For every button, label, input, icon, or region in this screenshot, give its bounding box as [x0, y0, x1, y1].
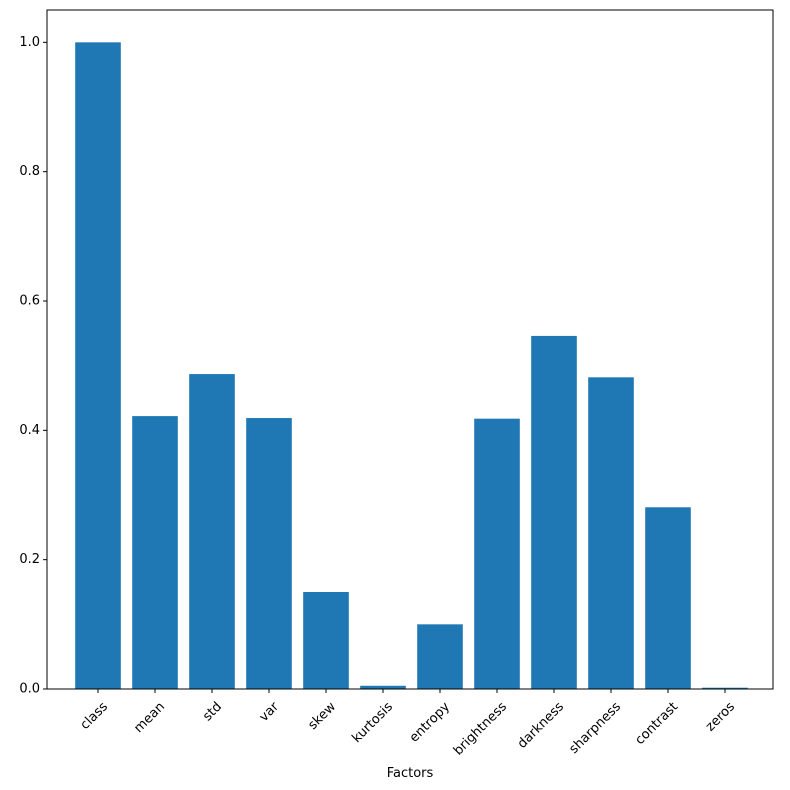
- y-tick-label: 0.8: [19, 164, 40, 179]
- x-axis: class mean std var skew kurtosis entropybright…: [78, 689, 738, 759]
- x-tick-label: sharpness: [567, 699, 625, 757]
- bar-darkness: [531, 335, 577, 689]
- plot-frame: [46, 9, 774, 690]
- x-tick-label: darkness: [515, 699, 567, 751]
- bar-entropy: [417, 624, 463, 689]
- bar-skew: [303, 592, 349, 689]
- x-tick-label: std: [200, 699, 225, 724]
- bar-kurtosis: [360, 685, 406, 689]
- x-tick-label: entropy: [407, 699, 453, 745]
- y-tick-label: 0.0: [19, 682, 40, 697]
- y-tick-label: 1.0: [19, 35, 40, 50]
- y-tick-label: 0.6: [19, 294, 40, 309]
- bar-var: [246, 418, 292, 689]
- x-tick-label: brightness: [451, 699, 510, 758]
- bar-sharpness: [588, 377, 634, 689]
- bar-mean: [132, 416, 178, 689]
- x-tick-label: var: [257, 699, 283, 725]
- y-tick-label: 0.4: [19, 423, 40, 438]
- bars-group: [75, 42, 748, 689]
- y-tick-label: 0.2: [19, 552, 40, 567]
- x-tick-label: contrast: [633, 699, 682, 748]
- bar-class: [75, 42, 121, 689]
- bar-brightness: [474, 418, 520, 689]
- y-axis: 0.0 0.2 0.4 0.6 0.8 1.0: [19, 35, 47, 697]
- bar-contrast: [645, 507, 691, 689]
- x-tick-label: zeros: [703, 699, 738, 734]
- bar-std: [189, 374, 235, 689]
- x-tick-label: mean: [131, 699, 168, 736]
- bar-zeros: [702, 687, 748, 689]
- x-tick-label: skew: [305, 699, 339, 733]
- x-tick-label: class: [78, 699, 112, 733]
- x-tick-label: kurtosis: [349, 699, 396, 746]
- x-axis-label: Factors: [387, 766, 434, 781]
